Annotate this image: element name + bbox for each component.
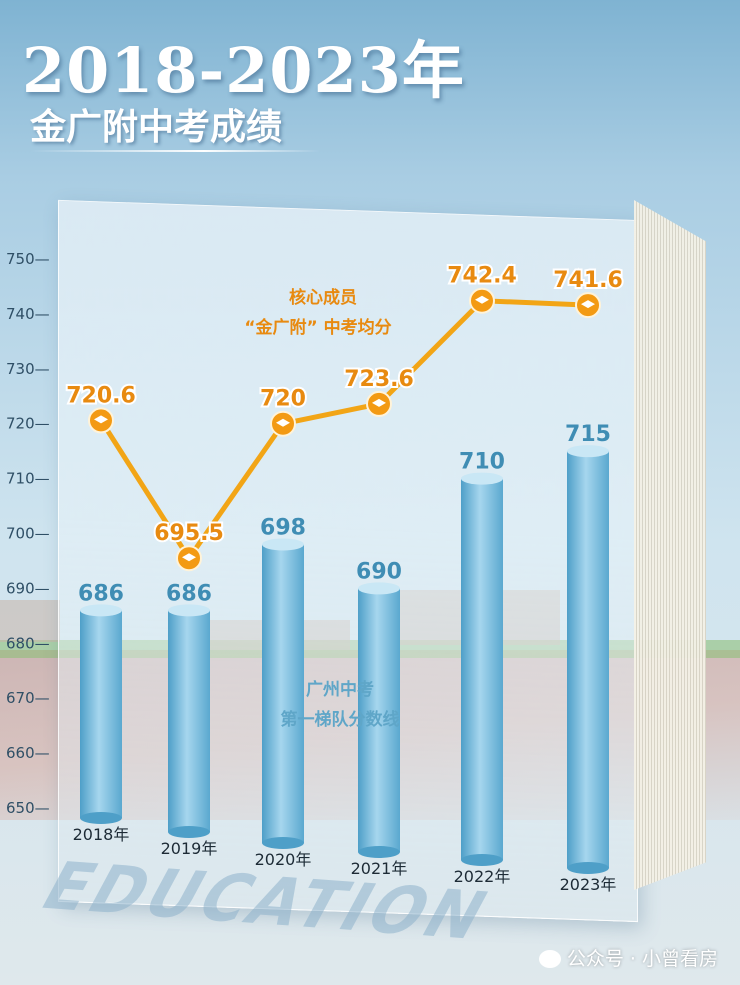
- graduation-cap-icon: [372, 398, 386, 407]
- graduation-cap-icon: [475, 295, 489, 304]
- line-value-label: 695.5: [154, 521, 224, 546]
- y-tick-label: 660—: [6, 744, 50, 762]
- bar-base: [358, 846, 400, 858]
- bar-2019年: [168, 610, 210, 832]
- graduation-cap-icon: [182, 553, 196, 562]
- x-tick-label: 2018年: [73, 825, 130, 844]
- bar-base: [567, 862, 609, 874]
- bar-2021年: [358, 588, 400, 852]
- x-tick-label: 2019年: [161, 839, 218, 858]
- bar-value-label: 686: [166, 581, 212, 606]
- y-tick-label: 690—: [6, 579, 50, 597]
- line-value-label: 720: [260, 387, 306, 412]
- bar-value-label: 698: [260, 515, 306, 540]
- line-value-label: 723.6: [344, 367, 414, 392]
- book-pages-edge: [634, 200, 706, 890]
- line-value-label: 742.4: [447, 264, 517, 289]
- bar-value-label: 686: [78, 581, 124, 606]
- bar-cap: [358, 582, 400, 595]
- line-value-label: 720.6: [66, 383, 136, 408]
- x-tick-label: 2021年: [351, 859, 408, 878]
- wechat-icon: [538, 950, 561, 968]
- graduation-cap-icon: [581, 300, 595, 309]
- y-tick-label: 730—: [6, 360, 50, 378]
- subtitle-underline: [30, 150, 320, 152]
- page-subtitle: 金广附中考成绩: [30, 107, 283, 148]
- footer-credit: 公众号 · 小曾看房: [538, 944, 718, 971]
- y-tick-label: 680—: [6, 634, 50, 652]
- bar-series-annotation: 广州中考: [306, 679, 374, 700]
- line-series-annotation: “金广附” 中考均分: [244, 317, 391, 338]
- bar-value-label: 690: [356, 559, 402, 584]
- bar-2020年: [262, 544, 304, 843]
- bar-base: [262, 837, 304, 849]
- bar-base: [461, 854, 503, 866]
- x-tick-label: 2020年: [255, 850, 312, 869]
- bar-2023年: [567, 451, 609, 868]
- graduation-cap-icon: [94, 415, 108, 424]
- building-background-left: [0, 600, 60, 642]
- bar-2018年: [80, 610, 122, 818]
- line-series-annotation: 核心成员: [289, 287, 357, 308]
- bar-value-label: 715: [565, 422, 611, 447]
- y-tick-label: 720—: [6, 415, 50, 433]
- line-series-path: [98, 298, 589, 561]
- y-tick-label: 710—: [6, 470, 50, 488]
- y-tick-label: 670—: [6, 689, 50, 707]
- bar-value-label: 710: [459, 450, 505, 475]
- line-value-label: 741.6: [553, 268, 623, 293]
- footer-text: 公众号 · 小曾看房: [566, 948, 718, 970]
- bar-base: [80, 812, 122, 824]
- bar-base: [168, 826, 210, 838]
- bar-cap: [461, 472, 503, 485]
- x-tick-label: 2022年: [454, 867, 511, 886]
- page-title: 2018-2023年: [22, 34, 465, 107]
- y-tick-label: 750—: [6, 250, 50, 268]
- x-tick-label: 2023年: [560, 875, 617, 894]
- bar-series-annotation: 第一梯队分数线: [281, 709, 400, 730]
- bar-cap: [168, 604, 210, 617]
- bar-cap: [567, 445, 609, 458]
- bar-cap: [262, 538, 304, 551]
- y-tick-label: 700—: [6, 525, 50, 543]
- y-tick-label: 740—: [6, 305, 50, 323]
- y-tick-label: 650—: [6, 799, 50, 817]
- bar-2022年: [461, 478, 503, 860]
- graduation-cap-icon: [276, 418, 290, 427]
- bar-cap: [80, 604, 122, 617]
